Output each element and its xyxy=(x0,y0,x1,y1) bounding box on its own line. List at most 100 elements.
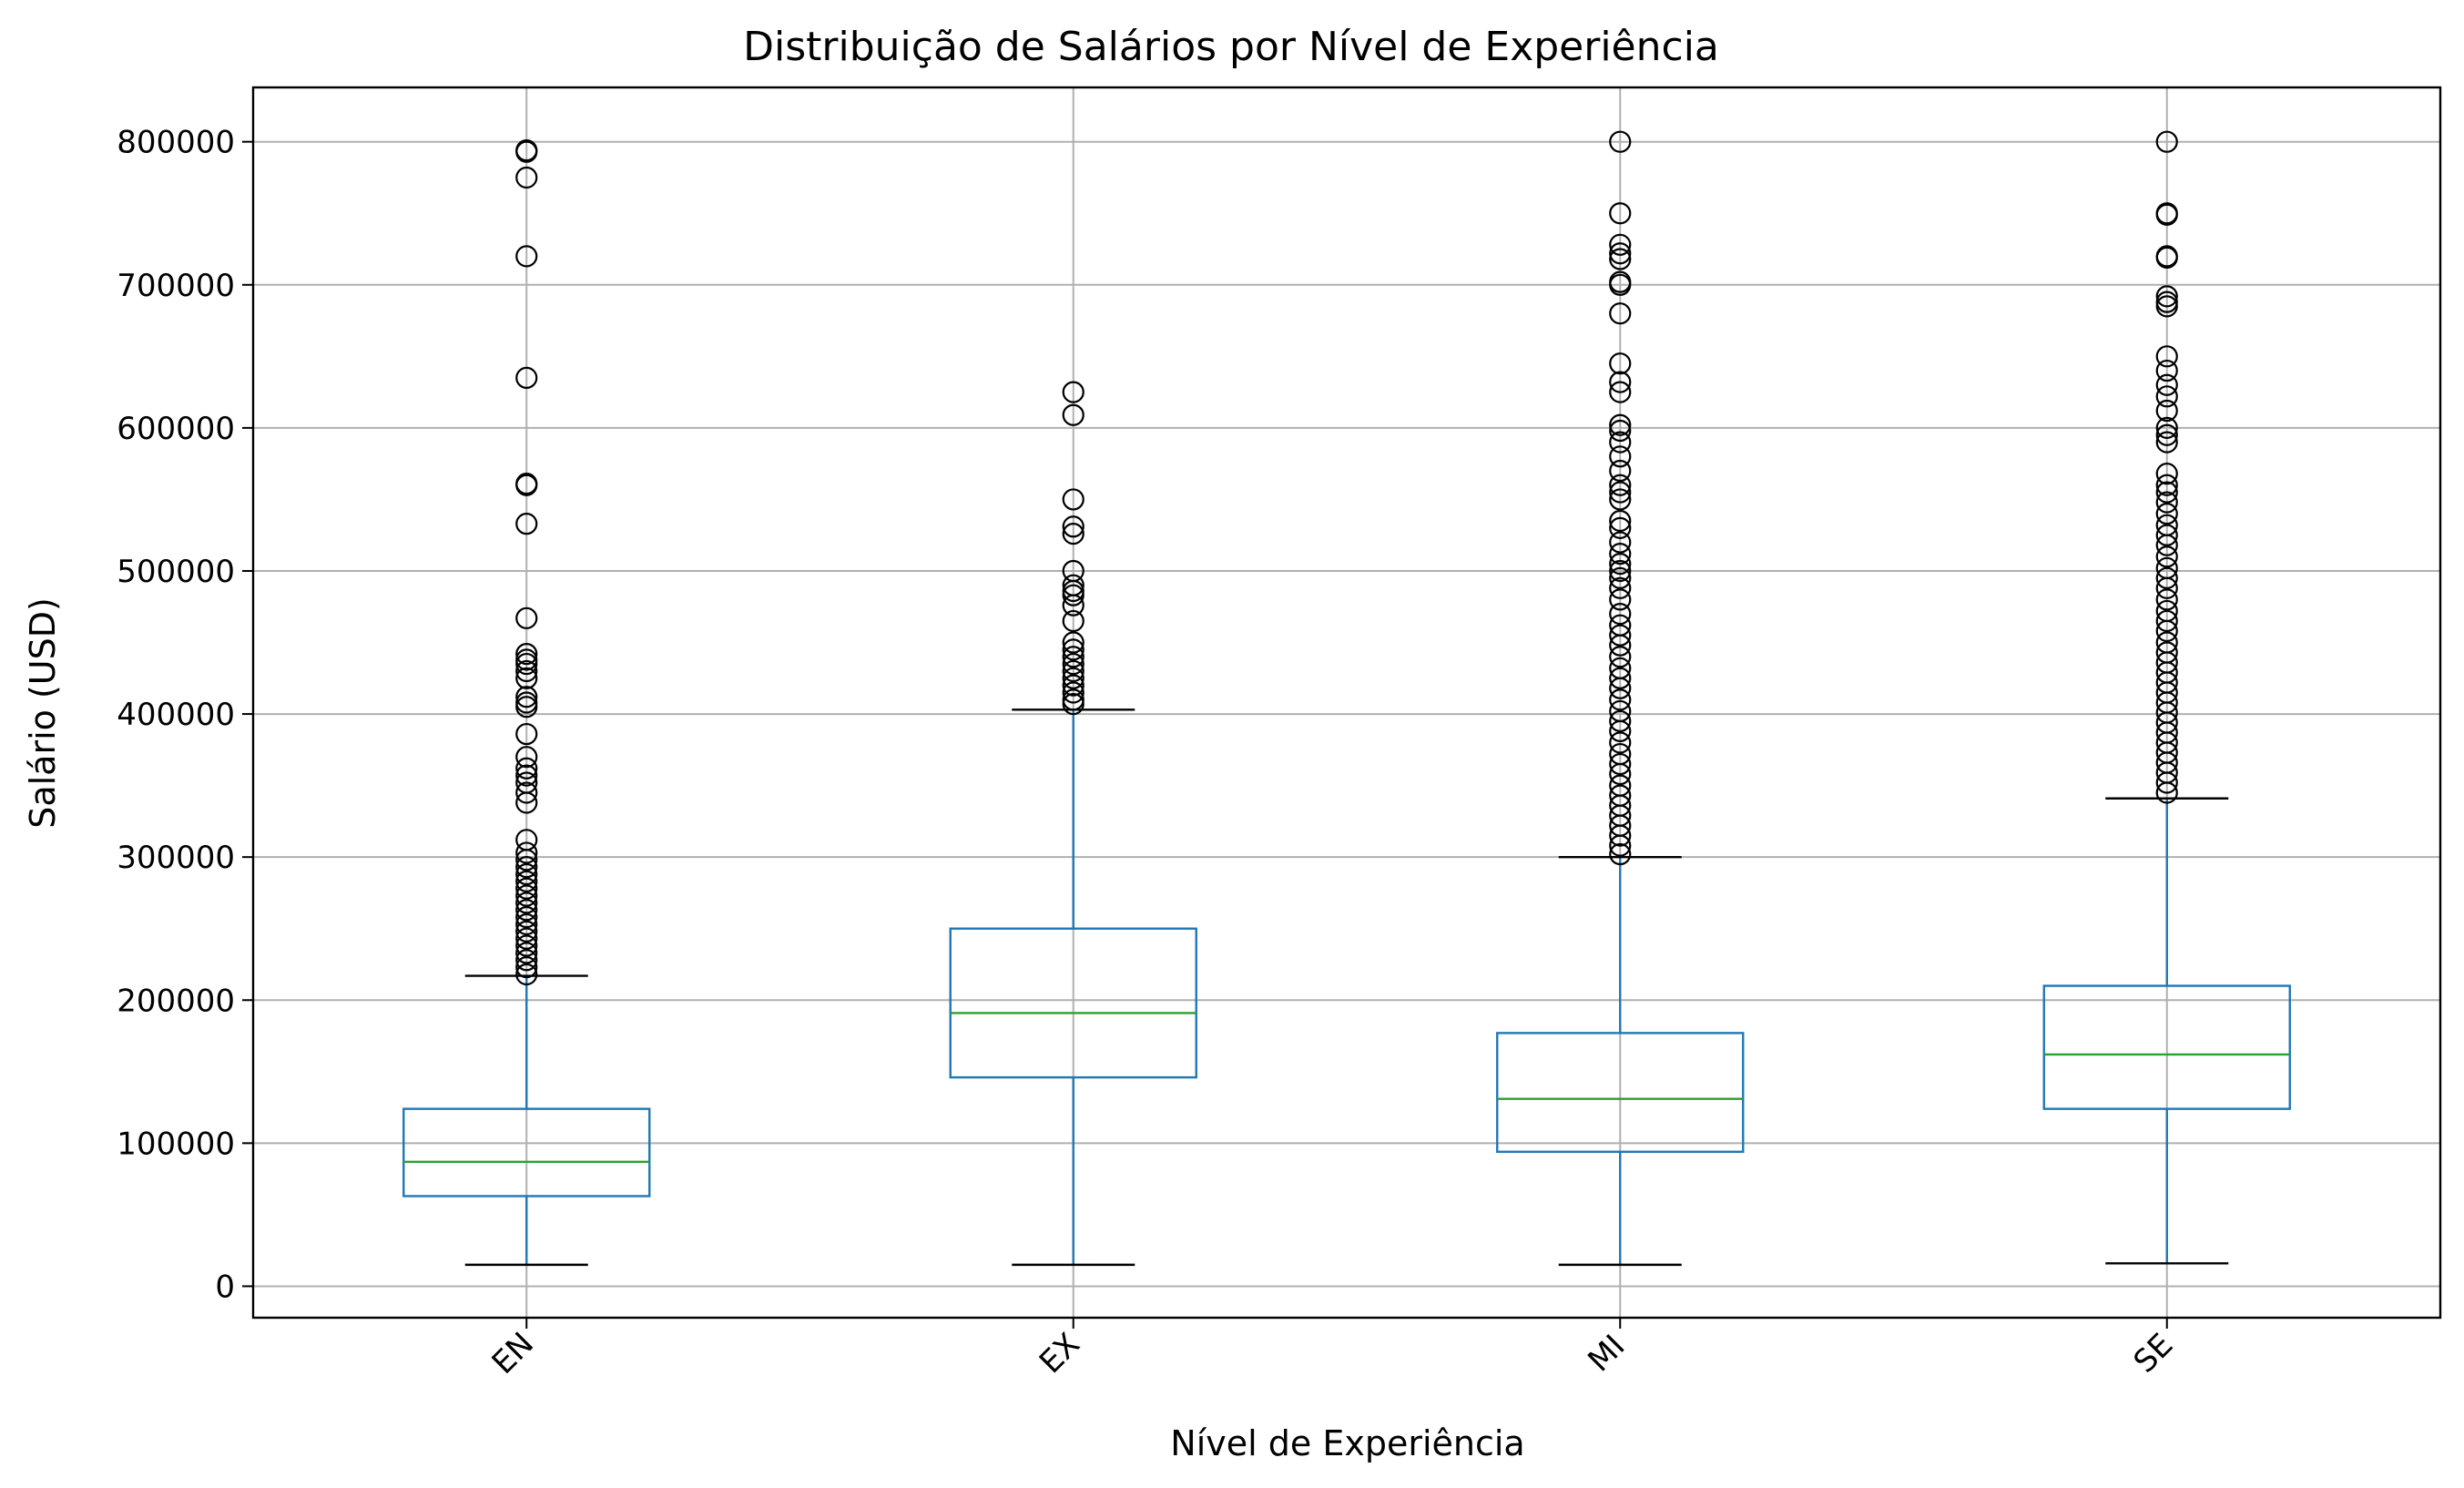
outlier-point xyxy=(515,934,538,957)
outlier-point xyxy=(2155,588,2178,611)
outlier-point xyxy=(515,513,538,535)
outlier-point xyxy=(515,746,538,769)
outlier-point xyxy=(515,906,538,929)
boxes-layer xyxy=(402,130,2291,1267)
outlier-point xyxy=(1609,371,1632,393)
outlier-point xyxy=(515,722,538,746)
outlier-point xyxy=(2155,463,2178,485)
outlier-point xyxy=(2155,399,2178,423)
outlier-point xyxy=(2155,771,2178,794)
outlier-point xyxy=(1609,531,1632,554)
outlier-point xyxy=(1609,431,1632,454)
outlier-point xyxy=(1062,692,1084,716)
outlier-point xyxy=(2155,203,2178,226)
outlier-point xyxy=(2155,130,2178,153)
outlier-point xyxy=(515,764,538,787)
outlier-point xyxy=(2155,423,2178,446)
outlier-point xyxy=(1609,634,1632,657)
outlier-point xyxy=(1609,445,1632,468)
outlier-point xyxy=(515,245,538,268)
outlier-point xyxy=(1062,681,1084,704)
outlier-point xyxy=(1062,652,1084,676)
outlier-point xyxy=(1609,688,1632,711)
outlier-point xyxy=(515,862,538,886)
outlier-point xyxy=(2155,609,2178,633)
outlier-point xyxy=(2155,373,2178,396)
outlier-point xyxy=(1609,553,1632,576)
outlier-point xyxy=(2155,431,2178,454)
outlier-point xyxy=(1609,302,1632,325)
outlier-point xyxy=(1609,709,1632,733)
outlier-point xyxy=(2155,781,2178,804)
outlier-point xyxy=(515,884,538,907)
outlier-point xyxy=(515,166,538,189)
y-tick-label: 500000 xyxy=(117,554,235,590)
outlier-point xyxy=(1062,646,1084,668)
outlier-point xyxy=(515,892,538,914)
outlier-point xyxy=(1609,352,1632,375)
outlier-point xyxy=(2155,619,2178,643)
outlier-point xyxy=(515,849,538,871)
outlier-point xyxy=(515,366,538,389)
outlier-point xyxy=(1609,413,1632,436)
y-tick-label: 100000 xyxy=(117,1126,235,1162)
outlier-point xyxy=(515,642,538,666)
outlier-point xyxy=(1609,516,1632,539)
outlier-point xyxy=(1609,248,1632,270)
outlier-point xyxy=(1609,824,1632,847)
outlier-point xyxy=(515,920,538,943)
outlier-point xyxy=(515,856,538,879)
outlier-point xyxy=(2155,385,2178,408)
outlier-point xyxy=(1609,566,1632,589)
outlier-point xyxy=(2155,545,2178,568)
outlier-point xyxy=(2155,474,2178,496)
outlier-point xyxy=(1609,731,1632,754)
outlier-point xyxy=(1609,667,1632,689)
box-se xyxy=(2042,130,2291,1265)
box-mi xyxy=(1496,130,1745,1267)
outlier-point xyxy=(515,942,538,964)
outlier-point xyxy=(515,667,538,689)
outlier-point xyxy=(1609,202,1632,225)
outlier-point xyxy=(515,606,538,629)
outlier-point xyxy=(1609,834,1632,857)
outlier-point xyxy=(1062,523,1084,545)
outlier-point xyxy=(1062,674,1084,697)
outlier-point xyxy=(2155,359,2178,382)
outlier-point xyxy=(1062,667,1084,689)
outlier-point xyxy=(515,791,538,814)
outlier-point xyxy=(515,659,538,683)
outlier-point xyxy=(515,686,538,708)
outlier-point xyxy=(2155,345,2178,368)
outlier-point xyxy=(1609,419,1632,443)
outlier-point xyxy=(1609,273,1632,296)
y-tick-label: 200000 xyxy=(117,983,235,1019)
outlier-point xyxy=(515,912,538,936)
box-iqr xyxy=(949,927,1197,1079)
outlier-point xyxy=(1062,515,1084,538)
outlier-point xyxy=(2155,534,2178,556)
outlier-point xyxy=(1062,609,1084,633)
outlier-point xyxy=(1609,130,1632,153)
outlier-point xyxy=(1609,719,1632,743)
plot-frame xyxy=(251,86,2442,1320)
outlier-point xyxy=(1609,624,1632,647)
outlier-point xyxy=(1609,481,1632,504)
outlier-point xyxy=(1609,576,1632,599)
outlier-point xyxy=(515,696,538,719)
outlier-point xyxy=(1062,659,1084,683)
outlier-point xyxy=(1609,588,1632,611)
outlier-point xyxy=(1609,242,1632,265)
outlier-point xyxy=(515,781,538,804)
outlier-point xyxy=(2155,491,2178,514)
outlier-point xyxy=(1609,842,1632,866)
outlier-point xyxy=(515,140,538,163)
outlier-point xyxy=(1609,233,1632,256)
box-ex xyxy=(949,381,1197,1267)
outlier-point xyxy=(1609,603,1632,626)
outlier-point xyxy=(1062,488,1084,511)
outlier-point xyxy=(2155,576,2178,599)
outlier-point xyxy=(515,949,538,972)
outlier-point xyxy=(1609,559,1632,583)
